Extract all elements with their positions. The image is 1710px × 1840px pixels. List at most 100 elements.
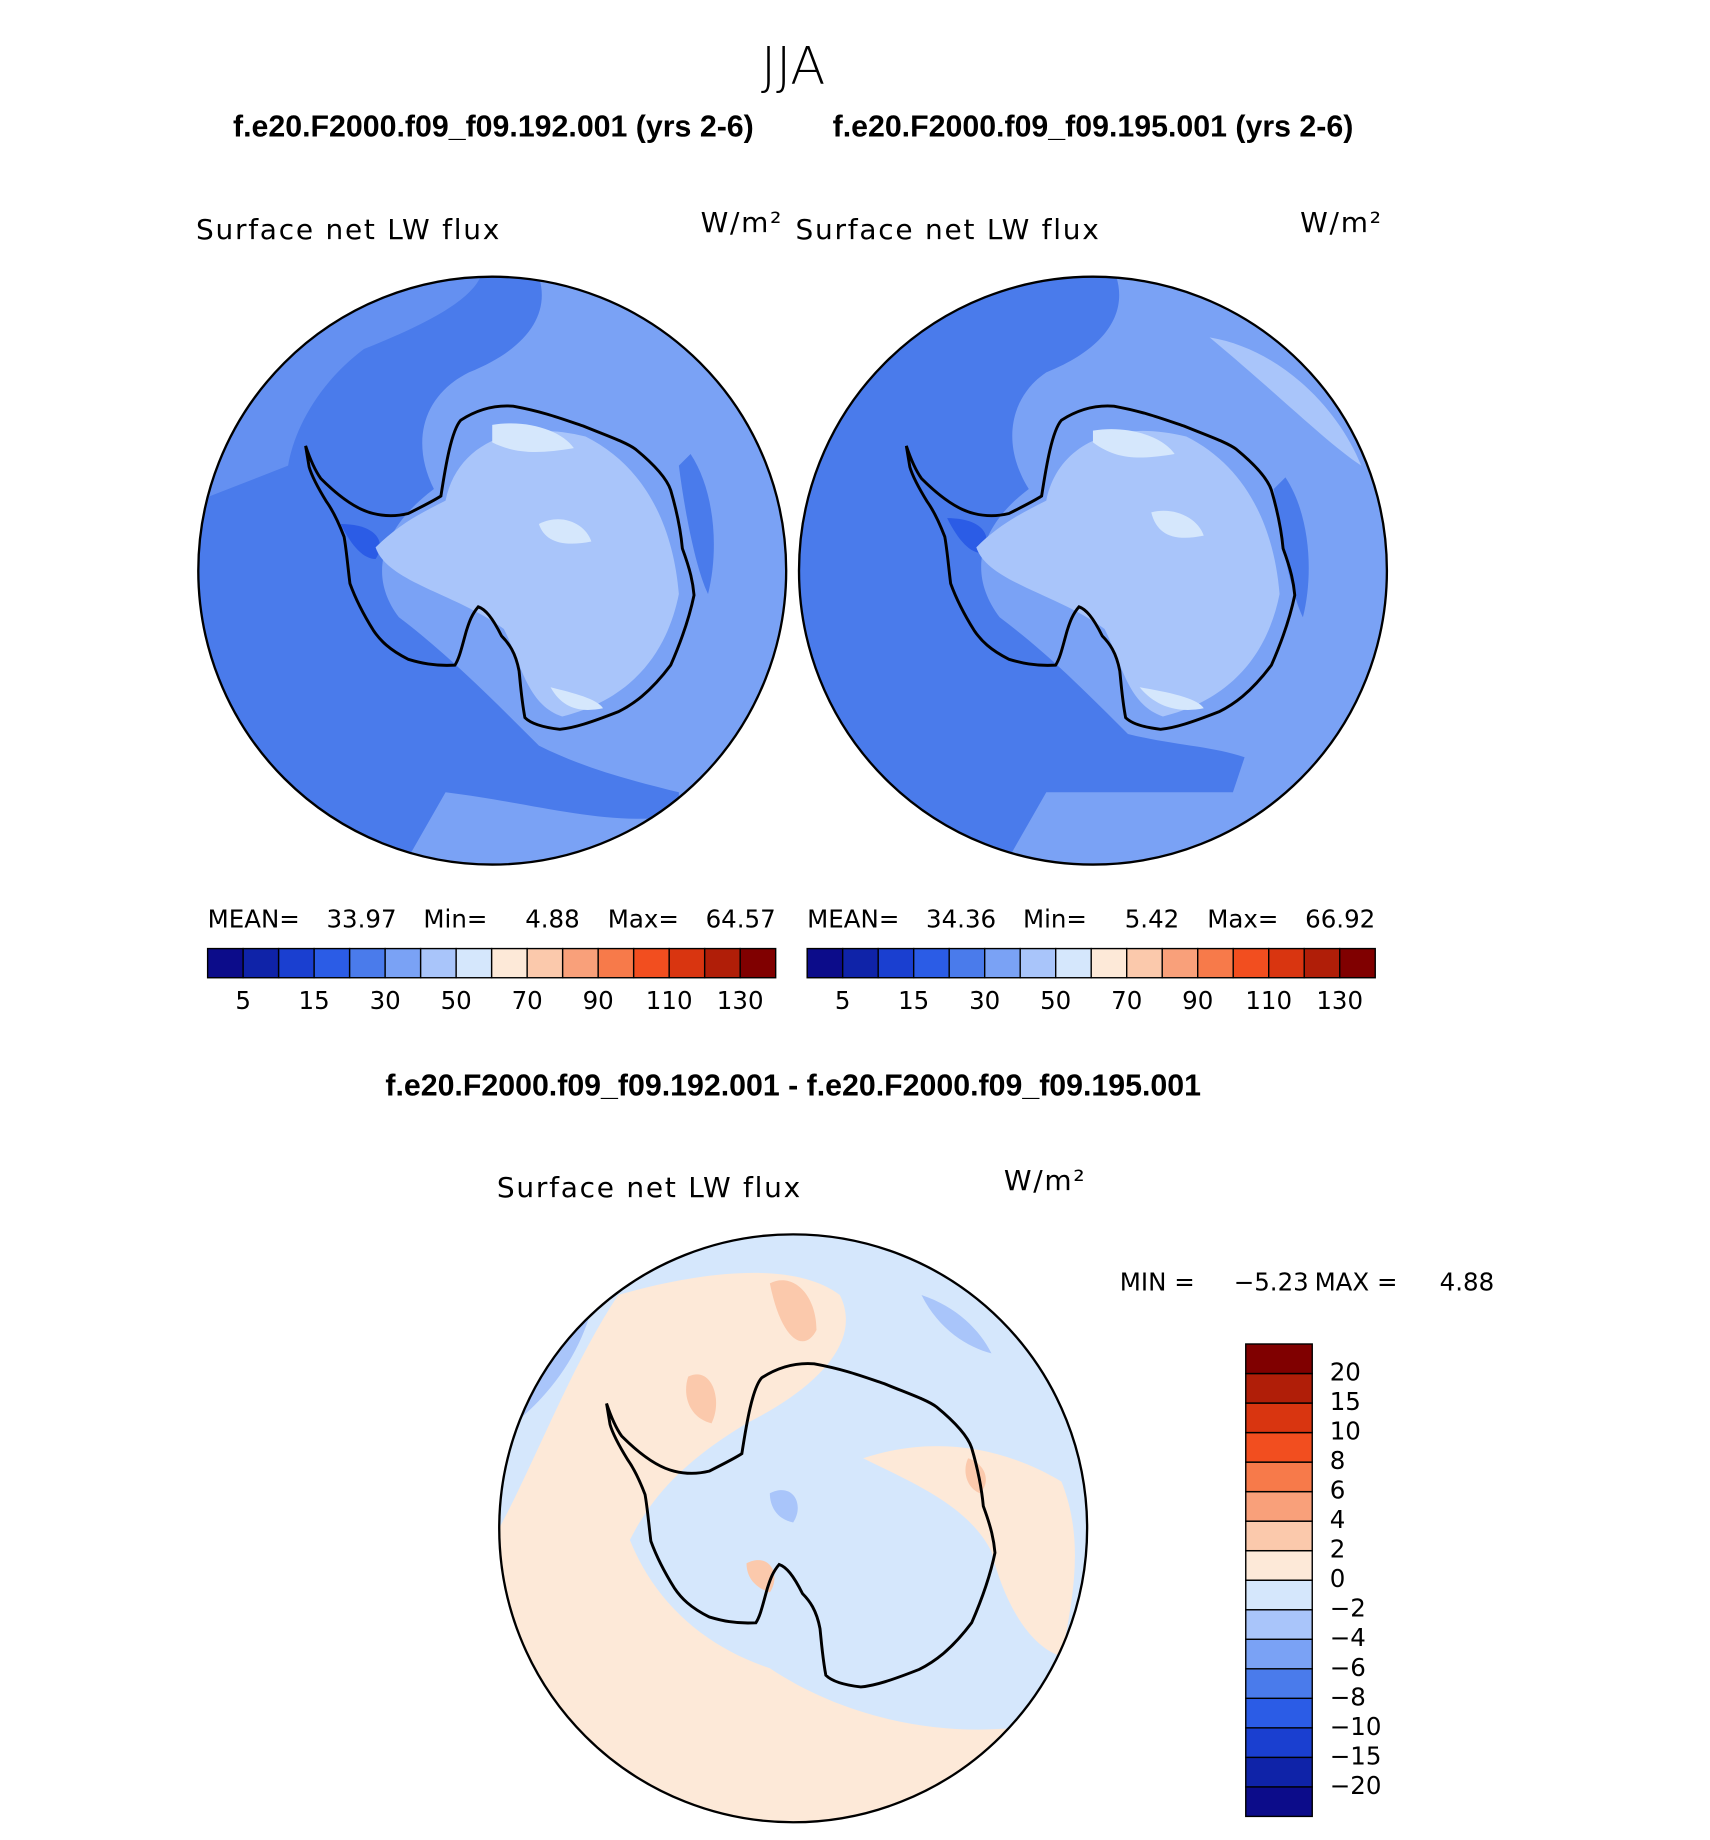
colorbar-label: 8 <box>1330 1446 1346 1475</box>
colorbar-box <box>912 947 950 979</box>
colorbar-box <box>1161 947 1199 979</box>
colorbar-label: 15 <box>898 986 929 1015</box>
colorbar-box <box>1245 1756 1313 1788</box>
colorbar-box <box>1245 1372 1313 1404</box>
stat-label: Min= <box>423 905 487 934</box>
colorbar-box <box>455 947 493 979</box>
colorbar-box <box>526 947 564 979</box>
colorbar-label: 15 <box>299 986 330 1015</box>
field-label: Surface net LW flux <box>497 1171 802 1204</box>
stat-label: Min= <box>1023 905 1087 934</box>
colorbar-box <box>206 947 244 979</box>
colorbar-label: 0 <box>1330 1564 1346 1593</box>
stat-value: 66.92 <box>1305 905 1375 934</box>
colorbar-label: 90 <box>1182 986 1213 1015</box>
colorbar-box <box>1245 1402 1313 1434</box>
colorbar-box <box>877 947 915 979</box>
field-label: Surface net LW flux <box>196 213 501 246</box>
colorbar-box <box>703 947 741 979</box>
colorbar-box <box>1268 947 1305 979</box>
stat-label: MAX = <box>1315 1267 1398 1296</box>
colorbar-label: −8 <box>1330 1682 1366 1711</box>
colorbar-box <box>1197 947 1234 979</box>
colorbar-label: −2 <box>1330 1594 1366 1623</box>
colorbar-label: 20 <box>1330 1358 1361 1387</box>
colorbar-box <box>739 947 777 979</box>
colorbar-label: 4 <box>1330 1505 1346 1534</box>
colorbar-box <box>490 947 528 979</box>
stat-value: 33.97 <box>326 905 396 934</box>
colorbar-box <box>1245 1431 1313 1463</box>
colorbar-label: 6 <box>1330 1476 1346 1505</box>
colorbar-label: −4 <box>1330 1623 1366 1652</box>
colorbar-label: −6 <box>1330 1653 1366 1682</box>
colorbar-label: −15 <box>1330 1741 1382 1770</box>
colorbar-box <box>1055 947 1092 979</box>
map <box>197 275 788 866</box>
colorbar-box <box>1245 1549 1313 1581</box>
colorbar-box <box>1245 1490 1313 1522</box>
colorbar-box <box>1090 947 1128 979</box>
units-label: W/m² <box>1004 1164 1087 1197</box>
colorbar-label: 110 <box>646 986 693 1015</box>
colorbar-box <box>242 947 280 979</box>
colorbar-box <box>561 947 599 979</box>
colorbar-box <box>806 947 844 979</box>
colorbar-box <box>632 947 670 979</box>
colorbar-label: 30 <box>969 986 1000 1015</box>
colorbar-box <box>1245 1697 1313 1729</box>
colorbar-label: −10 <box>1330 1712 1382 1741</box>
map <box>797 275 1389 866</box>
colorbar-label: 50 <box>1040 986 1071 1015</box>
colorbar-box <box>1232 947 1270 979</box>
stat-label: MEAN= <box>807 905 899 934</box>
colorbar-label: 2 <box>1330 1535 1346 1564</box>
stat-value: 34.36 <box>926 905 996 934</box>
case-title: f.e20.F2000.f09_f09.192.001 (yrs 2-6) <box>233 111 754 144</box>
colorbar-label: 70 <box>1111 986 1142 1015</box>
colorbar-label: 70 <box>512 986 543 1015</box>
colorbar-box <box>348 947 386 979</box>
stat-label: Max= <box>1207 905 1278 934</box>
colorbar-box <box>1245 1638 1313 1670</box>
colorbar-box <box>597 947 635 979</box>
case-title: f.e20.F2000.f09_f09.195.001 (yrs 2-6) <box>833 111 1354 144</box>
colorbar-box <box>384 947 422 979</box>
colorbar-label: 30 <box>370 986 401 1015</box>
colorbar-box <box>1245 1609 1313 1640</box>
colorbar-label: 50 <box>441 986 472 1015</box>
figure-title: JJA <box>761 37 825 97</box>
stat-value: 64.57 <box>706 905 776 934</box>
colorbar-box <box>277 947 315 979</box>
stat-label: Max= <box>608 905 679 934</box>
units-label: W/m² <box>701 206 784 239</box>
colorbar-label: 10 <box>1330 1417 1361 1446</box>
colorbar-label: 90 <box>583 986 614 1015</box>
colorbar-box <box>1303 947 1341 979</box>
colorbar-box <box>1019 947 1057 979</box>
colorbar-label: 5 <box>235 986 251 1015</box>
colorbar-box <box>1245 1668 1313 1700</box>
colorbar-box <box>1245 1579 1313 1611</box>
colorbar-box <box>1245 1461 1313 1493</box>
stat-value: 4.88 <box>1440 1267 1495 1296</box>
colorbar-label: 15 <box>1330 1387 1361 1416</box>
colorbar-box <box>1245 1520 1313 1552</box>
colorbar-box <box>1245 1727 1313 1759</box>
colorbar-box <box>419 947 457 979</box>
stat-value: 4.88 <box>525 905 580 934</box>
stat-value: 5.42 <box>1125 905 1180 934</box>
stat-label: MEAN= <box>208 905 300 934</box>
colorbar-box <box>983 947 1021 979</box>
colorbar-box <box>948 947 986 979</box>
colorbar-box <box>1245 1343 1313 1375</box>
colorbar-box <box>668 947 706 979</box>
colorbar-label: 110 <box>1245 986 1292 1015</box>
colorbar-box <box>1126 947 1163 979</box>
colorbar-box <box>841 947 879 979</box>
colorbar-label: 130 <box>717 986 764 1015</box>
units-label: W/m² <box>1300 206 1383 239</box>
colorbar-box <box>1339 947 1376 979</box>
colorbar-box <box>1245 1786 1313 1818</box>
